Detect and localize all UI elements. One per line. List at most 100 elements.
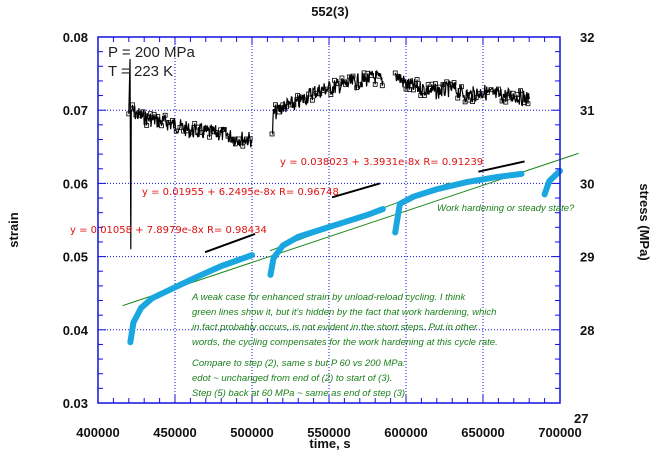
x-axis-label: time, s	[309, 436, 350, 451]
chart-title: 552(3)	[311, 4, 349, 19]
stress-data-point	[130, 102, 135, 108]
stress-data-point	[199, 130, 205, 135]
stress-series-segment	[128, 58, 253, 250]
stress-data-point	[525, 101, 531, 107]
stress-data-point	[444, 79, 450, 85]
annotation-compare-line: Compare to step (2), same s but P 60 vs …	[192, 358, 406, 369]
y-axis-label: strain	[6, 212, 21, 247]
stress-data-point	[232, 141, 238, 147]
stress-data-point	[358, 82, 363, 88]
annotation-compare-line: Step (5) back at 60 MPa ~ same as end of…	[192, 388, 408, 399]
stress-data-point	[514, 92, 520, 98]
stress-data-point	[302, 97, 308, 103]
annotation-steady-state: Work hardening or steady state?	[437, 203, 575, 214]
y2-tick-label: 28	[580, 323, 594, 338]
stress-data-point	[410, 87, 416, 93]
stress-data-point	[379, 83, 385, 89]
stress-data-point	[339, 75, 345, 81]
stress-data-point	[207, 134, 212, 140]
stress-data-point	[400, 77, 405, 83]
y-tick-label: 0.03	[63, 396, 88, 411]
strain-series-segment	[541, 167, 563, 198]
stress-data-point	[324, 86, 330, 92]
stress-data-point	[440, 82, 446, 87]
y2-tick-label: 29	[580, 250, 594, 265]
y-tick-label: 0.04	[63, 323, 89, 338]
stress-data-point	[422, 93, 427, 98]
x-tick-label: 600000	[384, 425, 427, 440]
stress-data-point	[455, 95, 461, 101]
y-tick-label: 0.06	[63, 176, 88, 191]
annotation-line: A weak case for enhanced strain by unloa…	[191, 292, 466, 303]
stress-data-point	[269, 131, 275, 137]
stress-data-point	[173, 128, 179, 134]
stress-data-point	[155, 114, 161, 119]
stress-data-point	[203, 126, 209, 132]
condition-temperature: T = 223 K	[108, 63, 173, 80]
stress-data-point	[396, 74, 402, 80]
stress-data-point	[247, 136, 253, 142]
y-tick-label: 0.07	[63, 103, 88, 118]
stress-data-point	[488, 87, 494, 93]
stress-data-point	[518, 88, 523, 94]
stress-data-point	[291, 102, 297, 108]
fit-label-2: y = 0.01955 + 6.2495e-8x R= 0.96748	[142, 187, 339, 198]
y2-axis-label: stress (MPa)	[637, 183, 652, 260]
stress-data-point	[306, 91, 312, 97]
annotation-line: in fact probably occurs, is not evident …	[192, 322, 478, 333]
stress-data-point	[317, 91, 323, 97]
stress-data-point	[177, 125, 183, 130]
stress-data-point	[298, 94, 304, 100]
x-tick-label: 500000	[230, 425, 273, 440]
y2-tick-label: 30	[580, 176, 594, 191]
stress-data-point	[473, 95, 479, 101]
strain-series-segment	[392, 170, 525, 236]
stress-data-point	[133, 112, 139, 118]
annotation-compare-line: edot ~ unchanged from end of (2) to star…	[192, 373, 392, 384]
annotation-line: words, the cycling compensates for the w…	[192, 337, 498, 348]
stress-series-segment	[394, 72, 530, 107]
stress-data-point	[162, 112, 168, 118]
stress-data-point	[332, 77, 337, 83]
stress-data-point	[459, 84, 464, 90]
y-tick-label: 0.08	[63, 30, 88, 45]
fit-label-3: y = 0.038023 + 3.3931e-8x R= 0.91239	[280, 157, 483, 168]
stress-data-point	[236, 136, 242, 142]
stress-data-point	[470, 99, 475, 104]
fit-label-1: y = 0.01058 + 7.8979e-8x R= 0.98434	[70, 225, 267, 236]
y2-tick-label: 31	[580, 103, 594, 118]
stress-data-point	[229, 136, 235, 142]
stress-data-point	[144, 122, 150, 128]
strain-series-segment	[127, 252, 255, 346]
stress-data-point	[354, 85, 360, 91]
stress-data-point	[192, 121, 198, 126]
strain-series-segment	[267, 206, 386, 278]
stress-data-point	[221, 127, 227, 132]
fit-line	[331, 182, 381, 199]
stress-data-point	[225, 133, 231, 139]
y2-tick-label: 32	[580, 30, 594, 45]
stress-data-point	[335, 81, 341, 87]
stress-data-point	[492, 89, 498, 95]
stress-data-point	[170, 118, 175, 123]
stress-data-point	[196, 124, 201, 130]
stress-data-point	[507, 95, 512, 101]
stress-data-point	[309, 97, 315, 103]
stress-data-point	[328, 92, 334, 97]
x-tick-label: 650000	[461, 425, 504, 440]
stress-data-point	[481, 92, 487, 98]
x-tick-label: 450000	[153, 425, 196, 440]
stress-data-point	[495, 86, 501, 92]
annotation-line: green lines show it, but it's hidden by …	[192, 307, 496, 318]
stress-data-point	[350, 73, 356, 79]
stress-data-point	[369, 72, 374, 78]
stress-data-point	[484, 90, 490, 95]
x-tick-label: 400000	[76, 425, 119, 440]
y-tick-label: 0.05	[63, 250, 88, 265]
stress-data-point	[214, 130, 220, 135]
x-tick-label: 550000	[307, 425, 350, 440]
stress-data-point	[137, 112, 142, 118]
stress-data-point	[140, 109, 146, 115]
stress-data-point	[433, 81, 438, 87]
